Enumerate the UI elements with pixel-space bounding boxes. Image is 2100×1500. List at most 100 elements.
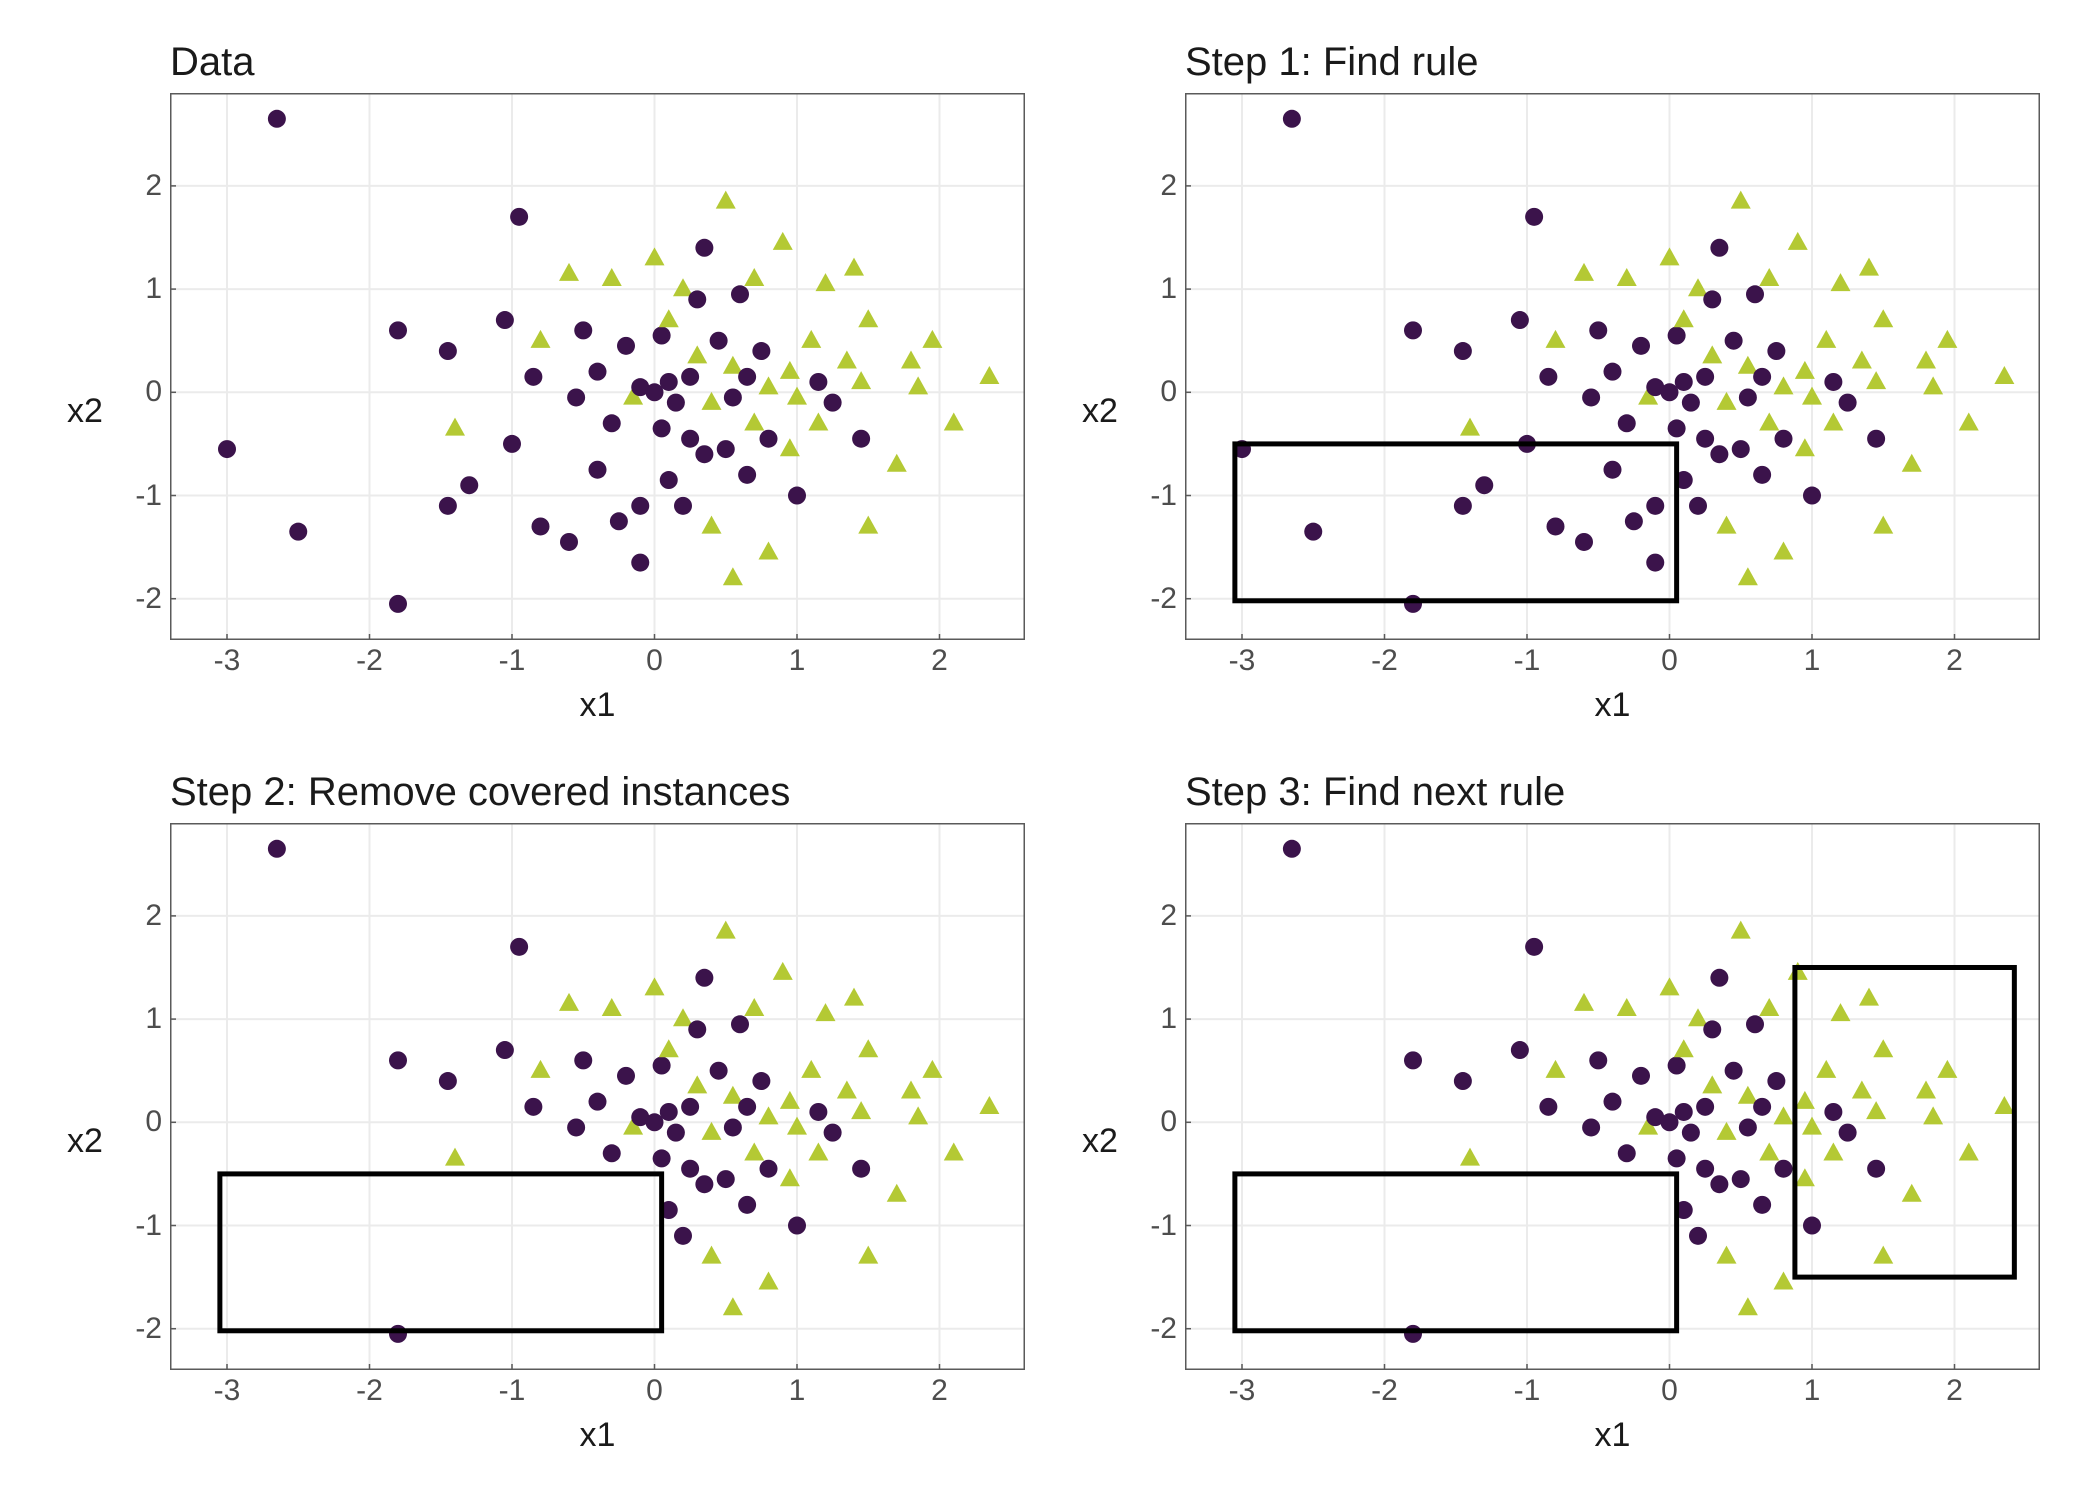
- point-circle: [695, 445, 713, 463]
- point-circle: [667, 394, 685, 412]
- point-circle: [788, 487, 806, 505]
- point-circle: [738, 1098, 756, 1116]
- point-circle: [503, 435, 521, 453]
- point-circle: [1511, 1041, 1529, 1059]
- point-circle: [1404, 1051, 1422, 1069]
- point-circle: [674, 1227, 692, 1245]
- point-circle: [1696, 430, 1714, 448]
- point-circle: [1582, 1118, 1600, 1136]
- x-tick-labels: -3-2-1012: [1185, 1370, 2040, 1410]
- x-tick-labels: -3-2-1012: [170, 1370, 1025, 1410]
- point-circle: [389, 1051, 407, 1069]
- x-tick-label: -2: [356, 644, 383, 678]
- point-circle: [681, 1160, 699, 1178]
- y-tick-labels: -2-1012: [1125, 93, 1185, 640]
- point-circle: [1703, 1020, 1721, 1038]
- x-tick-label: 1: [1804, 644, 1821, 678]
- y-tick-label: -1: [1150, 1209, 1177, 1243]
- y-axis-label: x2: [1075, 823, 1125, 1460]
- point-circle: [1682, 1124, 1700, 1142]
- point-circle: [1404, 321, 1422, 339]
- point-circle: [1618, 414, 1636, 432]
- point-circle: [1689, 497, 1707, 515]
- y-tick-label: 2: [145, 899, 162, 933]
- point-circle: [1404, 1325, 1422, 1343]
- point-circle: [1404, 595, 1422, 613]
- x-tick-label: 2: [931, 1374, 948, 1408]
- point-circle: [1767, 1072, 1785, 1090]
- point-circle: [1668, 1057, 1686, 1075]
- y-tick-label: 0: [1160, 1105, 1177, 1139]
- point-circle: [1511, 311, 1529, 329]
- y-tick-label: 1: [1160, 1002, 1177, 1036]
- point-circle: [1753, 368, 1771, 386]
- point-circle: [1547, 517, 1565, 535]
- point-circle: [574, 321, 592, 339]
- point-circle: [1824, 373, 1842, 391]
- plot-svg-holder: [170, 93, 1025, 640]
- point-circle: [1710, 239, 1728, 257]
- point-circle: [439, 1072, 457, 1090]
- point-circle: [389, 321, 407, 339]
- point-circle: [1604, 461, 1622, 479]
- point-circle: [1753, 1196, 1771, 1214]
- scatter-plot-svg: [1185, 93, 2040, 640]
- plot-column: -3-2-1012x1: [170, 93, 1025, 730]
- y-tick-label: -2: [135, 1312, 162, 1346]
- point-circle: [809, 373, 827, 391]
- point-circle: [852, 430, 870, 448]
- panel-p2: Step 1: Find rulex2-2-1012-3-2-1012x1: [1075, 40, 2040, 730]
- point-circle: [567, 388, 585, 406]
- point-circle: [710, 1062, 728, 1080]
- point-circle: [1739, 388, 1757, 406]
- point-circle: [653, 1149, 671, 1167]
- point-circle: [852, 1160, 870, 1178]
- x-axis-label: x1: [170, 1410, 1025, 1460]
- point-circle: [824, 1124, 842, 1142]
- point-circle: [653, 1057, 671, 1075]
- plot-area: x2-2-1012-3-2-1012x1: [60, 93, 1025, 730]
- point-circle: [660, 1103, 678, 1121]
- point-circle: [460, 476, 478, 494]
- point-circle: [1867, 430, 1885, 448]
- point-circle: [1646, 497, 1664, 515]
- point-circle: [738, 368, 756, 386]
- point-circle: [631, 497, 649, 515]
- point-circle: [589, 461, 607, 479]
- point-circle: [695, 239, 713, 257]
- point-circle: [660, 373, 678, 391]
- point-circle: [1618, 1144, 1636, 1162]
- plot-column: -3-2-1012x1: [1185, 93, 2040, 730]
- y-tick-label: 2: [145, 169, 162, 203]
- plot-column: -3-2-1012x1: [170, 823, 1025, 1460]
- point-circle: [1710, 445, 1728, 463]
- point-circle: [752, 342, 770, 360]
- point-circle: [1575, 533, 1593, 551]
- panel-p1: Datax2-2-1012-3-2-1012x1: [60, 40, 1025, 730]
- y-axis-label: x2: [1075, 93, 1125, 730]
- point-circle: [1632, 1067, 1650, 1085]
- point-circle: [731, 285, 749, 303]
- scatter-plot-svg: [1185, 823, 2040, 1370]
- point-circle: [1839, 1124, 1857, 1142]
- point-circle: [724, 1118, 742, 1136]
- point-circle: [1604, 1093, 1622, 1111]
- plot-area: x2-2-1012-3-2-1012x1: [60, 823, 1025, 1460]
- point-circle: [717, 1170, 735, 1188]
- point-circle: [1767, 342, 1785, 360]
- point-circle: [1646, 554, 1664, 572]
- x-tick-label: 1: [789, 644, 806, 678]
- x-tick-label: -2: [356, 1374, 383, 1408]
- point-circle: [1304, 523, 1322, 541]
- x-tick-label: 1: [1804, 1374, 1821, 1408]
- point-circle: [439, 497, 457, 515]
- point-circle: [1632, 337, 1650, 355]
- point-circle: [724, 388, 742, 406]
- scatter-plot-svg: [170, 823, 1025, 1370]
- point-circle: [1525, 938, 1543, 956]
- point-circle: [268, 840, 286, 858]
- point-circle: [574, 1051, 592, 1069]
- y-tick-label: 2: [1160, 899, 1177, 933]
- point-circle: [1746, 1015, 1764, 1033]
- y-tick-label: 0: [145, 1105, 162, 1139]
